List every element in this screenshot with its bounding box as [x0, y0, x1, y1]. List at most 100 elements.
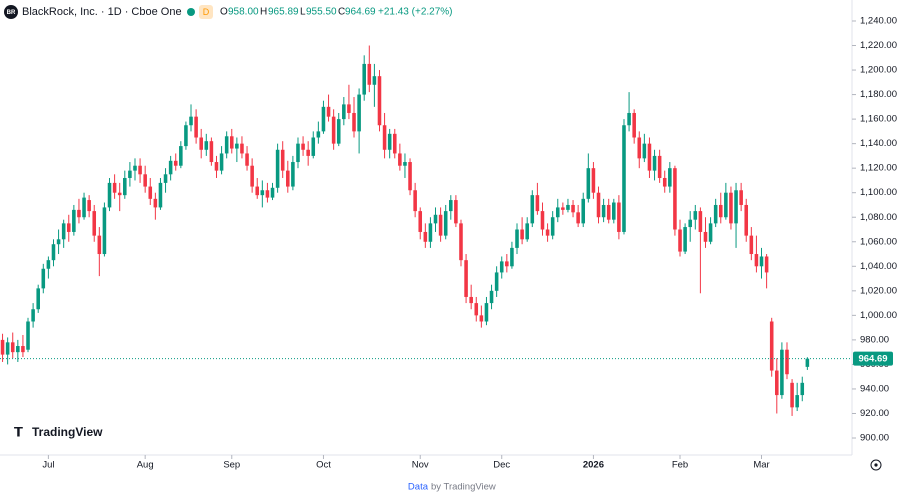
candle-body — [347, 104, 351, 113]
x-tick-label: Oct — [316, 460, 331, 471]
candle-body — [224, 136, 229, 154]
candle-body — [107, 182, 112, 208]
candle-body — [749, 235, 754, 255]
y-tick-label: 1,220.00 — [860, 40, 897, 51]
candle-body — [408, 162, 412, 191]
candle-body — [769, 321, 774, 371]
candle-body — [194, 116, 198, 138]
candle-body — [805, 358, 810, 367]
candle-body — [240, 143, 244, 154]
candle-body — [357, 94, 361, 132]
x-tick-label: Sep — [223, 460, 240, 471]
candle-body — [51, 244, 56, 261]
y-tick-label: 1,140.00 — [860, 138, 897, 149]
candle-body — [56, 239, 61, 245]
y-tick-label: 1,040.00 — [860, 261, 897, 272]
status-dot — [187, 8, 195, 16]
candle-body — [734, 190, 738, 224]
candle-body — [392, 133, 397, 154]
candle-body — [744, 204, 749, 236]
symbol-icon — [4, 5, 18, 19]
x-tick-label: Jul — [42, 460, 54, 471]
candle-body — [622, 125, 626, 232]
plot — [0, 45, 810, 416]
candle-body — [713, 204, 718, 224]
candle-body — [204, 141, 209, 150]
candle-body — [179, 146, 183, 166]
ohlc-label: L — [300, 7, 306, 18]
candle-body — [331, 116, 336, 144]
candle-body — [112, 182, 117, 193]
candle-body — [494, 272, 499, 291]
candle-body — [270, 187, 275, 198]
candle-body — [662, 177, 667, 187]
candle-body — [642, 143, 647, 159]
candle-body — [306, 149, 310, 156]
candle-body — [326, 106, 331, 117]
badge-text: D — [203, 7, 210, 17]
candle-body — [632, 112, 636, 138]
change: +21.43 (+2.27%) — [378, 7, 453, 18]
candle-body — [708, 223, 713, 242]
candle-body — [474, 303, 479, 316]
x-tick-label: Nov — [412, 460, 429, 471]
candle-body — [739, 190, 743, 205]
footer-link[interactable]: Data — [408, 482, 429, 493]
candle-body — [199, 137, 203, 150]
candle-body — [117, 192, 122, 196]
candle-body — [703, 231, 708, 242]
candle-body — [219, 153, 224, 171]
candle-body — [724, 192, 728, 218]
candle-body — [800, 382, 805, 396]
candle-body — [510, 247, 514, 267]
candle-body — [454, 200, 458, 224]
candle-body — [316, 131, 321, 138]
candle-body — [367, 63, 372, 85]
candle-body — [31, 309, 35, 322]
candle-body — [102, 207, 107, 255]
candle-body — [525, 223, 529, 240]
candle-body — [596, 192, 601, 218]
symbol: BlackRock, Inc. · 1D · Cboe One — [22, 6, 182, 18]
candle-body — [280, 149, 285, 171]
candle-body — [499, 261, 504, 273]
y-tick-label: 940.00 — [860, 383, 889, 394]
candle-body — [591, 168, 596, 193]
candle-body — [657, 155, 662, 178]
y-tick-label: 920.00 — [860, 408, 889, 419]
candle-body — [617, 202, 621, 232]
candle-body — [229, 136, 234, 149]
candle-body — [698, 211, 703, 232]
candle-body — [688, 219, 692, 228]
candle-body — [0, 339, 5, 355]
candle-body — [413, 190, 417, 212]
candle-body — [535, 195, 540, 212]
candle-body — [718, 204, 723, 218]
candle-body — [275, 149, 280, 188]
ohlc-value: 964.69 — [345, 7, 376, 18]
y-tick-label: 900.00 — [860, 433, 889, 444]
candle-body — [785, 349, 789, 375]
candle-body — [586, 168, 591, 199]
candle-body — [321, 106, 326, 132]
candle-body — [342, 104, 346, 120]
logo-box[interactable] — [6, 420, 102, 444]
x-tick-label: Aug — [137, 460, 154, 471]
candle-body — [336, 119, 341, 144]
candle-body — [418, 211, 423, 232]
logo[interactable]: TradingView — [32, 425, 103, 439]
candle-body — [505, 261, 509, 267]
candle-body — [795, 395, 799, 408]
candle-body — [260, 190, 265, 196]
candle-body — [189, 116, 193, 126]
candle-body — [576, 212, 580, 224]
candle-body — [265, 190, 270, 198]
candle-body — [382, 125, 387, 150]
ohlc-label: H — [260, 7, 267, 18]
last-price-label: 964.69 — [858, 354, 887, 365]
candle-body — [163, 174, 168, 183]
candle-body — [428, 223, 433, 242]
settings-icon[interactable] — [870, 459, 882, 471]
